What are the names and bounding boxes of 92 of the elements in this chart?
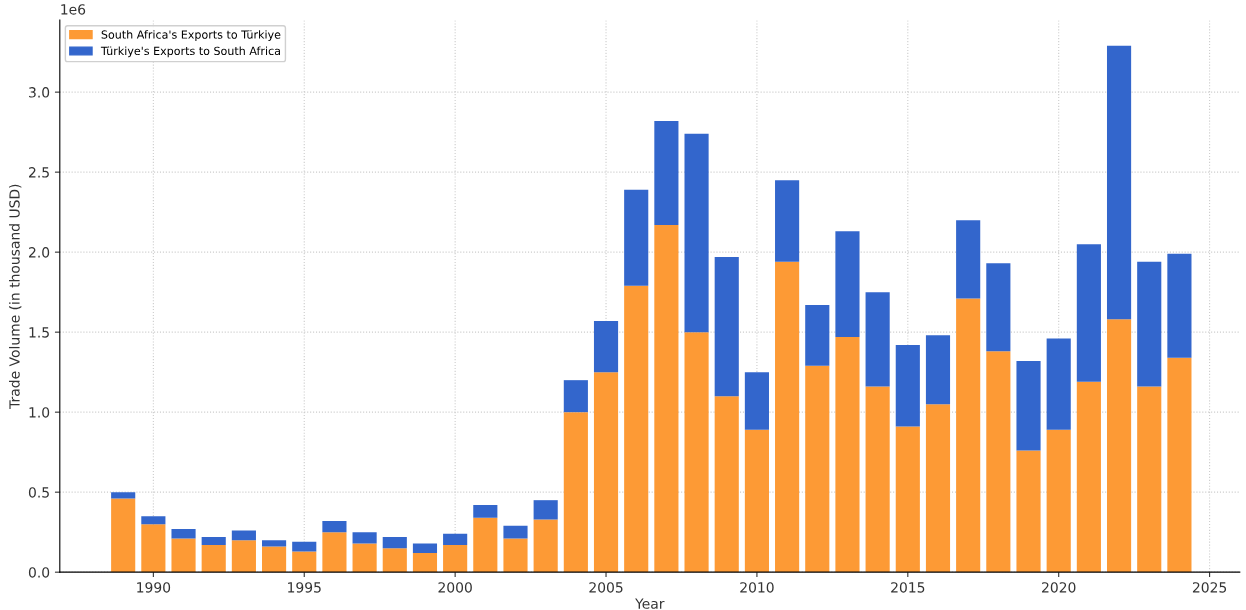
bar xyxy=(503,525,528,539)
bar xyxy=(201,536,226,545)
bar xyxy=(865,386,890,573)
bar xyxy=(593,320,619,373)
bar xyxy=(503,538,528,573)
y-tick-label: 0.5 xyxy=(28,487,49,498)
bar xyxy=(563,380,588,413)
bar xyxy=(1046,338,1071,430)
bar xyxy=(322,532,347,573)
y-tick-label: 2.5 xyxy=(29,167,49,178)
y-tick-label: 0.0 xyxy=(28,567,50,578)
bar xyxy=(322,520,347,533)
bar xyxy=(563,412,588,573)
bar xyxy=(292,541,317,552)
bar xyxy=(171,528,196,539)
legend-label: Türkiye's Exports to South Africa xyxy=(100,46,280,58)
bar xyxy=(141,516,166,525)
bar xyxy=(805,365,830,573)
y-tick-label: 1.5 xyxy=(29,327,49,338)
bar xyxy=(1076,381,1101,573)
bar xyxy=(262,546,287,573)
x-axis-title: Year xyxy=(635,598,665,609)
bar xyxy=(412,543,438,553)
bar xyxy=(624,285,649,573)
bar xyxy=(1076,244,1101,382)
bar xyxy=(956,220,981,299)
bar xyxy=(775,180,800,262)
bar xyxy=(533,519,558,573)
bar xyxy=(231,540,256,573)
bar xyxy=(865,292,890,387)
bar xyxy=(1016,360,1041,451)
bar xyxy=(593,372,619,573)
legend-label: South Africa's Exports to Türkiye xyxy=(101,30,281,41)
bar xyxy=(262,540,287,547)
bar xyxy=(654,120,679,225)
bar xyxy=(111,498,136,573)
bar xyxy=(744,429,769,573)
bar xyxy=(1137,261,1162,387)
bar xyxy=(292,551,317,573)
bar xyxy=(473,504,498,518)
bar xyxy=(1167,253,1192,358)
bar xyxy=(1106,319,1132,573)
bar xyxy=(624,189,649,286)
bar xyxy=(231,530,256,541)
bar xyxy=(1016,450,1041,573)
bar xyxy=(684,133,709,333)
bar xyxy=(835,336,860,573)
bar xyxy=(382,548,407,573)
y-tick-label: 2.0 xyxy=(29,247,50,258)
bar xyxy=(473,517,498,573)
bar xyxy=(141,524,166,573)
bar xyxy=(171,538,196,573)
bar xyxy=(1137,386,1162,573)
x-tick-label: 2010 xyxy=(740,582,774,593)
bar xyxy=(201,544,226,573)
bar xyxy=(805,304,830,366)
bar xyxy=(1046,429,1071,573)
x-tick-label: 2005 xyxy=(589,582,623,593)
x-tick-label: 2015 xyxy=(891,582,925,593)
x-tick-label: 1995 xyxy=(288,582,321,593)
bar xyxy=(744,372,769,430)
y-axis-title: Trade Volume (in thousand USD) xyxy=(9,184,22,409)
bar xyxy=(1106,45,1132,320)
x-tick-label: 2000 xyxy=(438,582,472,593)
bar xyxy=(382,536,407,549)
bar xyxy=(352,543,377,573)
bar xyxy=(684,332,709,573)
x-tick-label: 1990 xyxy=(137,582,171,593)
bar xyxy=(986,263,1011,352)
bar xyxy=(654,224,679,573)
bar xyxy=(412,552,438,573)
bar xyxy=(925,335,951,405)
x-tick-label: 2025 xyxy=(1192,582,1227,593)
bar xyxy=(895,426,920,573)
bar xyxy=(714,256,739,397)
bar xyxy=(835,231,860,337)
bar xyxy=(925,404,951,573)
x-tick-label: 2020 xyxy=(1042,582,1076,593)
bar xyxy=(443,533,468,545)
bar xyxy=(986,351,1011,573)
bar xyxy=(714,396,739,573)
y-tick-label: 3.0 xyxy=(29,87,50,98)
bar xyxy=(111,492,136,499)
y-tick-label: 1.0 xyxy=(29,407,50,418)
bar xyxy=(956,298,981,573)
bar xyxy=(775,261,800,573)
bar xyxy=(1167,357,1192,573)
text: 1e6 xyxy=(61,4,86,15)
bar xyxy=(352,532,377,544)
bar xyxy=(533,500,558,520)
bar xyxy=(895,344,920,427)
bar xyxy=(443,544,468,573)
